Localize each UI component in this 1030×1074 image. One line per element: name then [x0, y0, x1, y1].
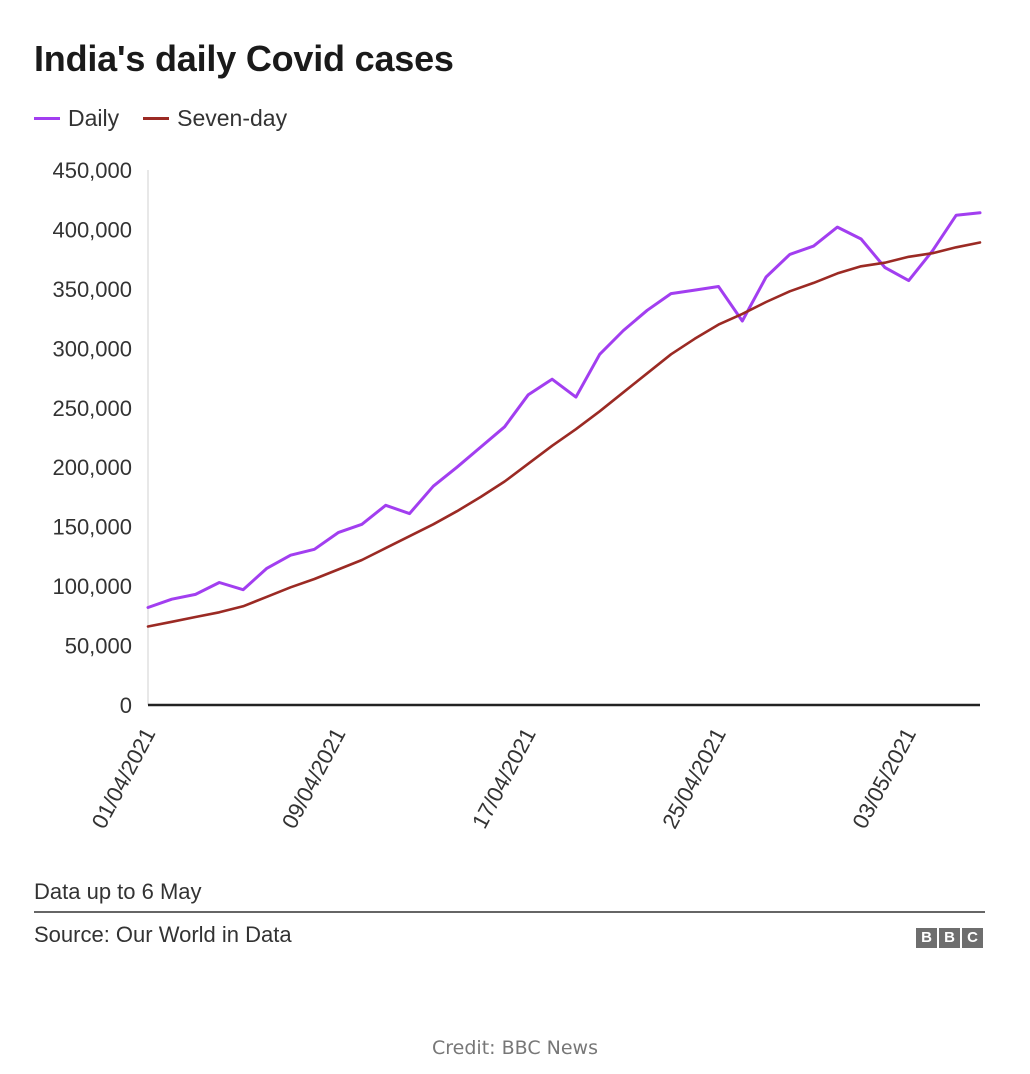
chart-legend: Daily Seven-day — [34, 105, 287, 132]
bbc-logo-letter: C — [962, 928, 983, 948]
y-tick-label: 100,000 — [52, 574, 132, 599]
y-tick-label: 0 — [120, 693, 132, 718]
x-tick-label: 17/04/2021 — [467, 724, 541, 833]
y-tick-label: 450,000 — [52, 158, 132, 183]
legend-swatch-daily — [34, 117, 60, 120]
image-credit: Credit: BBC News — [432, 1037, 598, 1059]
y-tick-label: 350,000 — [52, 277, 132, 302]
x-tick-label: 25/04/2021 — [657, 724, 731, 833]
y-tick-label: 300,000 — [52, 336, 132, 361]
source-text: Source: Our World in Data — [34, 922, 292, 947]
bbc-logo-letter: B — [916, 928, 937, 948]
bbc-logo-letter: B — [939, 928, 960, 948]
y-tick-label: 400,000 — [52, 217, 132, 242]
y-tick-label: 50,000 — [65, 634, 132, 659]
legend-item-daily: Daily — [34, 105, 119, 132]
legend-label-seven-day: Seven-day — [177, 105, 288, 131]
legend-label-daily: Daily — [68, 105, 120, 131]
x-tick-label: 03/05/2021 — [847, 724, 921, 833]
legend-item-seven-day: Seven-day — [143, 105, 287, 132]
bbc-logo: B B C — [916, 928, 983, 948]
y-tick-label: 250,000 — [52, 396, 132, 421]
legend-swatch-seven-day — [143, 117, 170, 120]
chart-title: India's daily Covid cases — [34, 38, 454, 79]
footer-divider — [34, 911, 985, 913]
footnote: Data up to 6 May — [34, 879, 202, 904]
y-tick-label: 200,000 — [52, 455, 132, 480]
x-tick-label: 01/04/2021 — [87, 724, 161, 833]
y-tick-label: 150,000 — [52, 515, 132, 540]
x-tick-label: 09/04/2021 — [277, 724, 351, 833]
series-line-seven-day — [146, 241, 982, 628]
line-chart: 0 50,000 100,000 150,000 200,000 250,000 300,0… — [52, 158, 982, 833]
series-line-daily — [146, 211, 982, 609]
